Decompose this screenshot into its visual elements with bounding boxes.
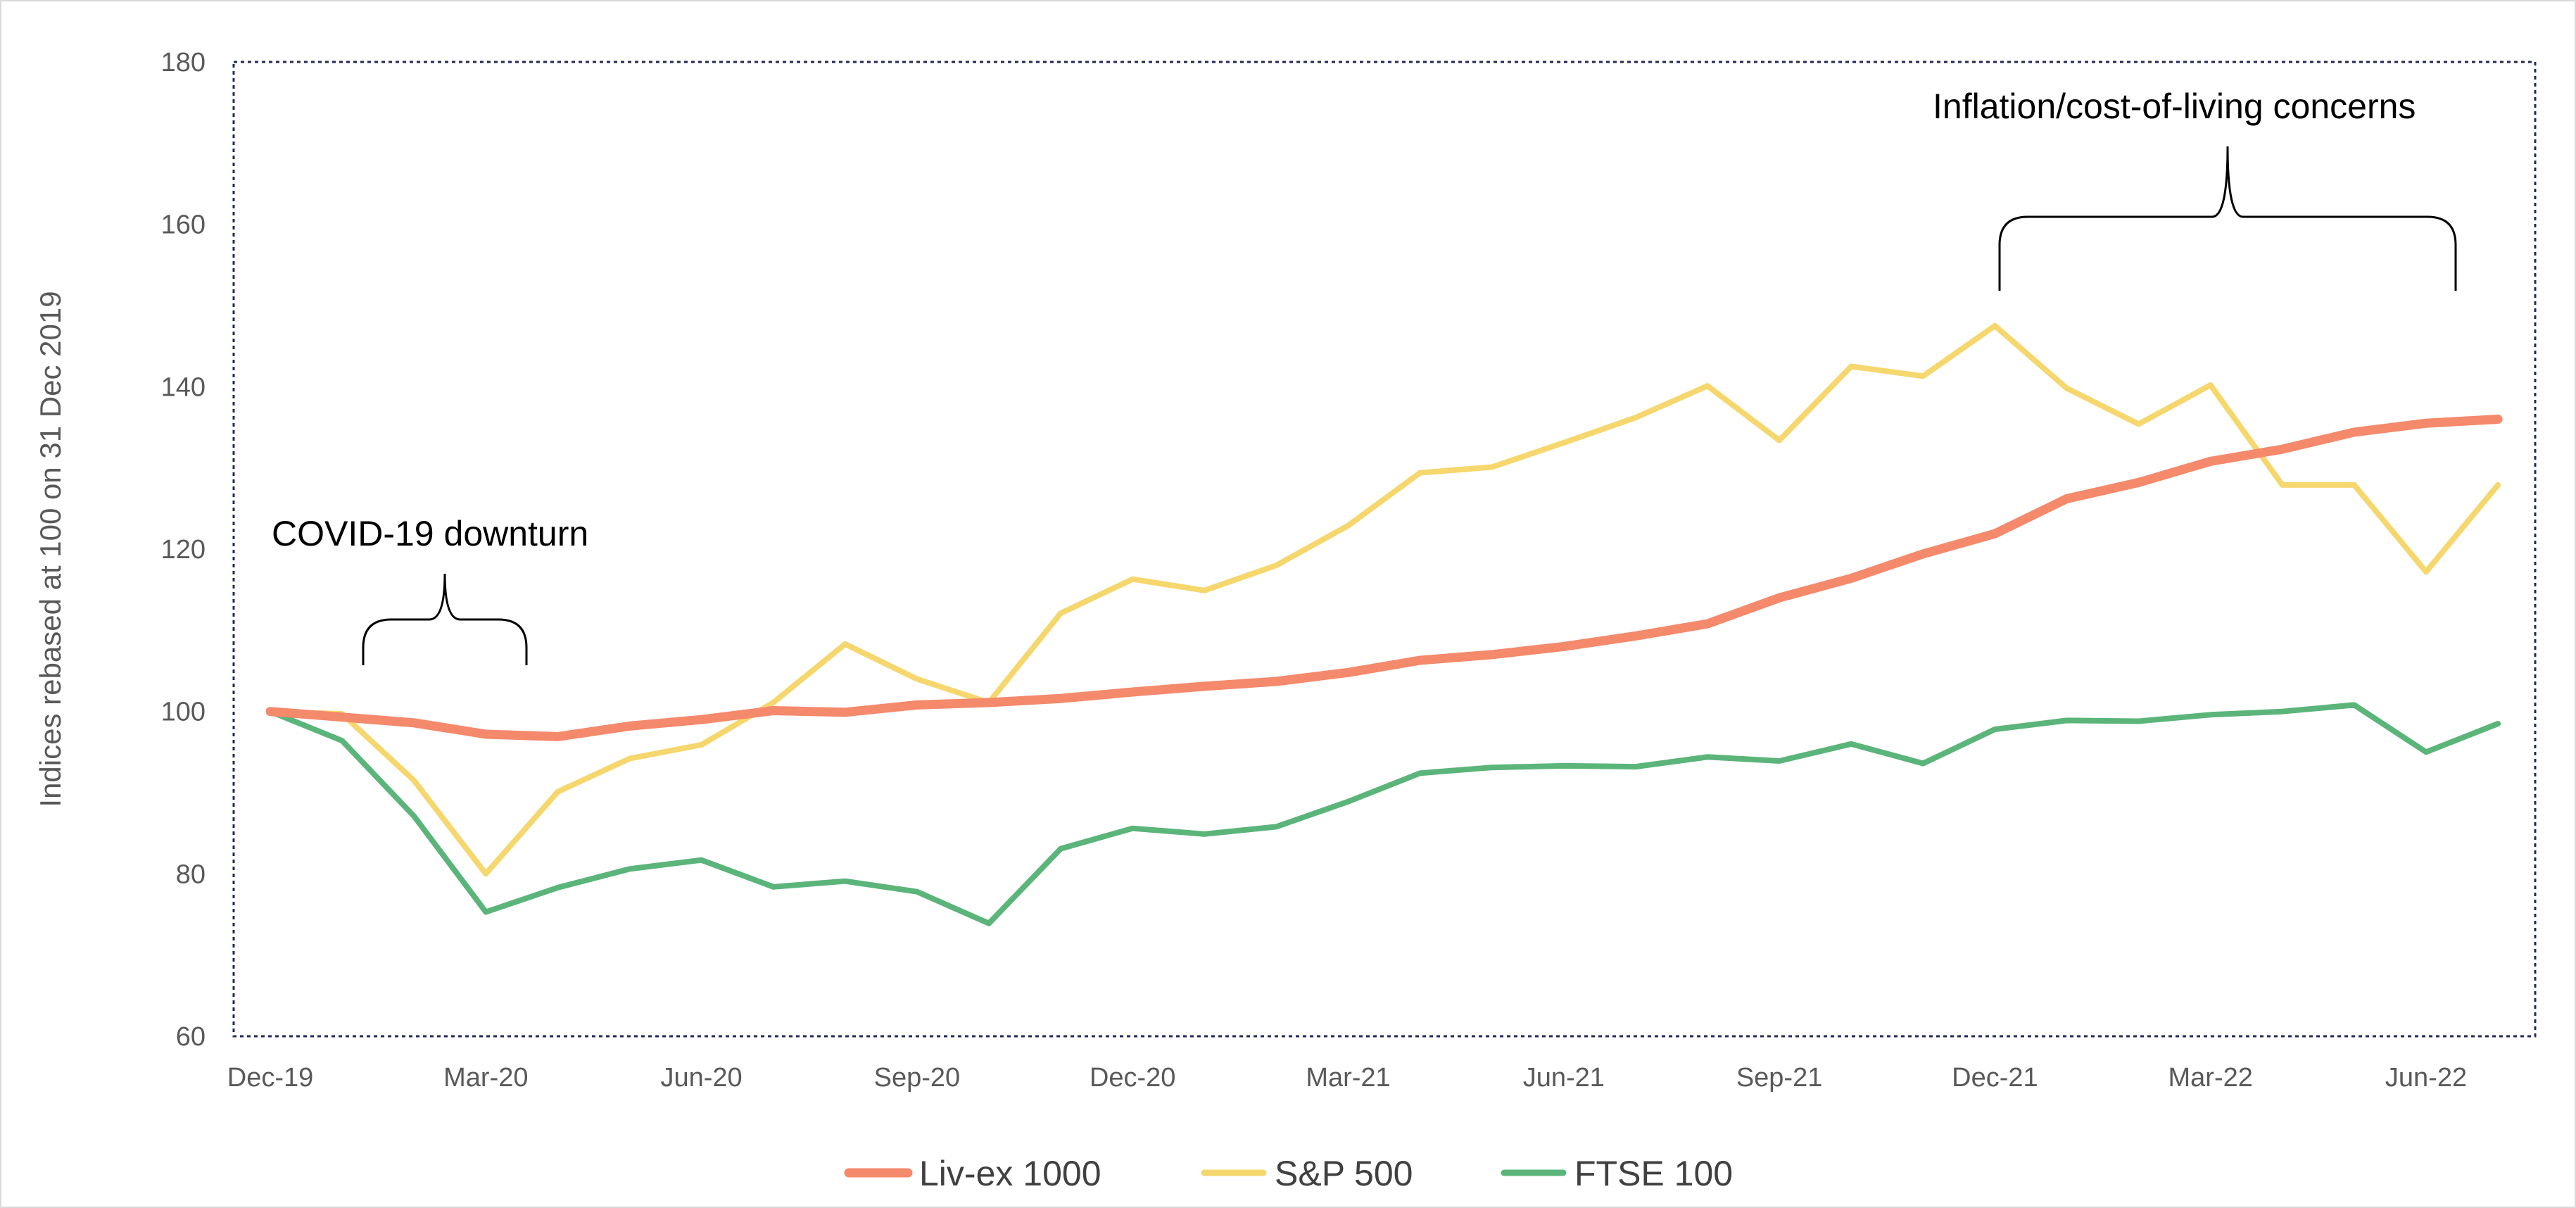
legend-label: FTSE 100 <box>1574 1154 1733 1193</box>
y-tick-label: 100 <box>161 698 206 727</box>
y-tick-label: 160 <box>161 210 206 240</box>
annotation-brace <box>362 573 528 665</box>
y-tick-label: 140 <box>161 372 206 402</box>
x-tick-label: Sep-21 <box>1736 1063 1823 1093</box>
y-tick-label: 60 <box>176 1022 206 1052</box>
series-line-s-p-500 <box>267 322 2501 877</box>
legend: Liv-ex 1000 S&P 500 FTSE 100 <box>844 1154 1733 1193</box>
plot-area-border <box>232 61 2537 1038</box>
x-tick-label: Jun-20 <box>660 1063 742 1093</box>
y-tick-label: 80 <box>176 860 206 889</box>
annotations: COVID-19 downturn Inflation/cost-of-livin… <box>272 87 2457 665</box>
annotation-label: Inflation/cost-of-living concerns <box>1933 87 2416 126</box>
x-tick-label: Mar-22 <box>2168 1063 2253 1093</box>
x-tick-label: Dec-21 <box>1952 1063 2038 1093</box>
x-tick-label: Jun-21 <box>1523 1063 1605 1093</box>
y-axis-label: Indices rebased at 100 on 31 Dec 2019 <box>34 291 67 807</box>
legend-label: S&P 500 <box>1275 1154 1413 1193</box>
x-tick-label: Mar-21 <box>1306 1063 1390 1093</box>
legend-label: Liv-ex 1000 <box>919 1154 1101 1193</box>
x-tick-label: Jun-22 <box>2385 1063 2467 1093</box>
x-tick-label: Mar-20 <box>443 1063 528 1093</box>
y-tick-label: 180 <box>161 48 206 77</box>
annotation-brace <box>1998 146 2457 291</box>
x-tick-label: Dec-19 <box>227 1063 314 1093</box>
series-line-ftse-100 <box>267 702 2501 926</box>
y-axis-ticks: 60 80 100 120 140 160 180 <box>161 48 206 1052</box>
x-tick-label: Dec-20 <box>1090 1063 1176 1093</box>
series-line-liv-ex-1000 <box>265 415 2503 741</box>
series-lines <box>265 322 2503 926</box>
annotation-label: COVID-19 downturn <box>272 514 588 553</box>
y-tick-label: 120 <box>161 535 206 565</box>
x-tick-label: Sep-20 <box>874 1063 961 1093</box>
x-axis-ticks: Dec-19 Mar-20 Jun-20 Sep-20 Dec-20 Mar-21 Jun-… <box>227 1063 2467 1093</box>
